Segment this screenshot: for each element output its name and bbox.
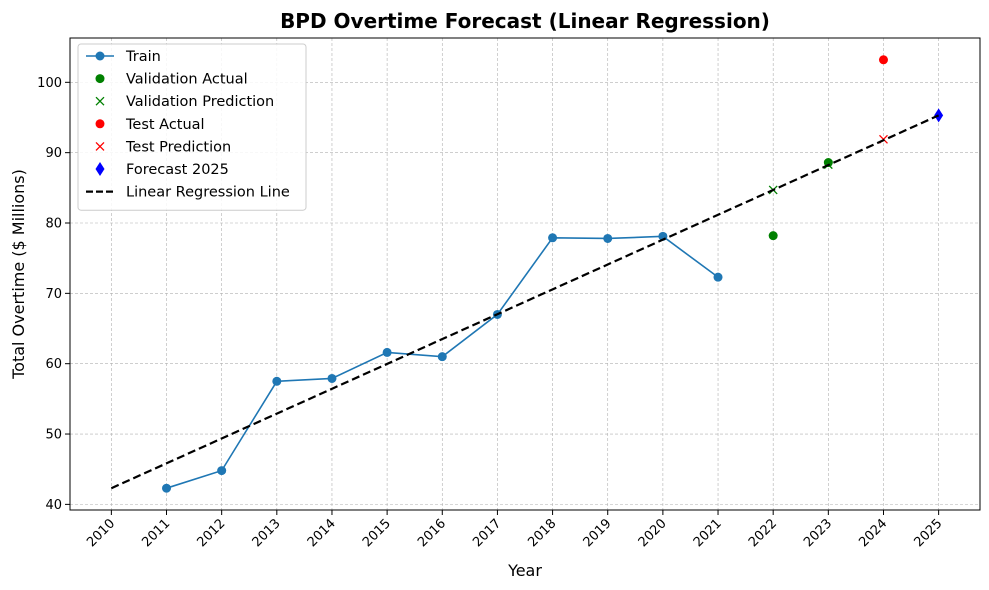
train-point [272, 376, 282, 386]
y-tick-label: 70 [45, 287, 62, 302]
y-tick-label: 60 [45, 357, 62, 372]
train-point [382, 347, 392, 357]
legend-label: Validation Actual [126, 72, 248, 88]
legend-item-linear-regression-line: Linear Regression Line [86, 185, 290, 201]
train-point [713, 272, 723, 282]
x-tick-label: 2021 [691, 516, 725, 550]
linear-regression-line-series [110, 114, 940, 490]
y-tick-label: 40 [45, 498, 62, 513]
validation-actual-series [768, 158, 833, 241]
x-tick-label: 2018 [525, 516, 559, 550]
legend-marker [95, 74, 105, 84]
train-point [548, 233, 558, 243]
x-tick-label: 2022 [746, 516, 780, 550]
x-tick-label: 2014 [305, 516, 339, 550]
x-tick-label: 2013 [250, 516, 284, 550]
x-marker-stroke [95, 96, 105, 106]
y-tick-label: 80 [45, 217, 62, 232]
legend-label: Train [125, 49, 161, 65]
x-tick-label: 2012 [194, 516, 228, 550]
legend-marker [95, 96, 105, 106]
x-axis-title: Year [507, 561, 542, 580]
validation-actual-point [768, 231, 778, 241]
chart-title: BPD Overtime Forecast (Linear Regression… [280, 9, 770, 33]
x-tick-label: 2025 [911, 516, 945, 550]
x-tick-label: 2020 [636, 516, 670, 550]
y-tick-label: 90 [45, 146, 62, 161]
y-axis-ticks: 40 50 60 70 80 90 100 [37, 76, 70, 513]
legend-label: Validation Prediction [126, 94, 274, 110]
legend-item-validation-actual: Validation Actual [95, 72, 248, 88]
y-tick-label: 100 [37, 76, 62, 91]
legend-label: Linear Regression Line [126, 185, 290, 201]
legend-item-forecast-2025: Forecast 2025 [95, 162, 229, 178]
legend-label: Test Actual [125, 117, 205, 133]
x-tick-label: 2024 [856, 516, 890, 550]
x-tick-label: 2019 [581, 516, 615, 550]
legend-marker [95, 162, 105, 176]
legend-item-test-actual: Test Actual [95, 117, 205, 133]
x-tick-label: 2023 [801, 516, 835, 550]
x-axis-ticks: 2010 2011 2012 2013 2014 2015 2016 2017 2018 2019… [84, 510, 945, 550]
x-tick-label: 2017 [470, 516, 504, 550]
regression-line [110, 114, 940, 490]
plot-series [110, 55, 944, 493]
train-point [162, 483, 172, 493]
legend-item-test-prediction: Test Prediction [95, 139, 231, 155]
legend: Train Validation Actual Validation Predict… [77, 43, 307, 211]
train-series [162, 231, 723, 493]
legend-label: Test Prediction [125, 139, 231, 155]
plot-frame [69, 37, 981, 511]
legend-marker [95, 119, 105, 129]
x-marker-stroke [95, 141, 105, 151]
test-actual-point [878, 55, 888, 65]
x-tick-label: 2015 [360, 516, 394, 550]
x-tick-label: 2016 [415, 516, 449, 550]
legend-item-train: Train [86, 49, 161, 65]
grid-lines [70, 38, 980, 510]
train-point [327, 373, 337, 383]
legend-marker [95, 51, 105, 61]
legend-label: Forecast 2025 [126, 162, 229, 178]
y-tick-label: 50 [45, 428, 62, 443]
legend-item-validation-prediction: Validation Prediction [95, 94, 274, 110]
legend-box [77, 43, 307, 211]
validation-actual-point [823, 158, 833, 168]
x-tick-label: 2011 [139, 516, 173, 550]
train-point [603, 233, 613, 243]
x-tick-label: 2010 [84, 516, 118, 550]
train-point [437, 352, 447, 362]
y-axis-title: Total Overtime ($ Millions) [9, 169, 28, 380]
test-actual-series [878, 55, 888, 65]
train-point [217, 466, 227, 476]
legend-marker [95, 141, 105, 151]
